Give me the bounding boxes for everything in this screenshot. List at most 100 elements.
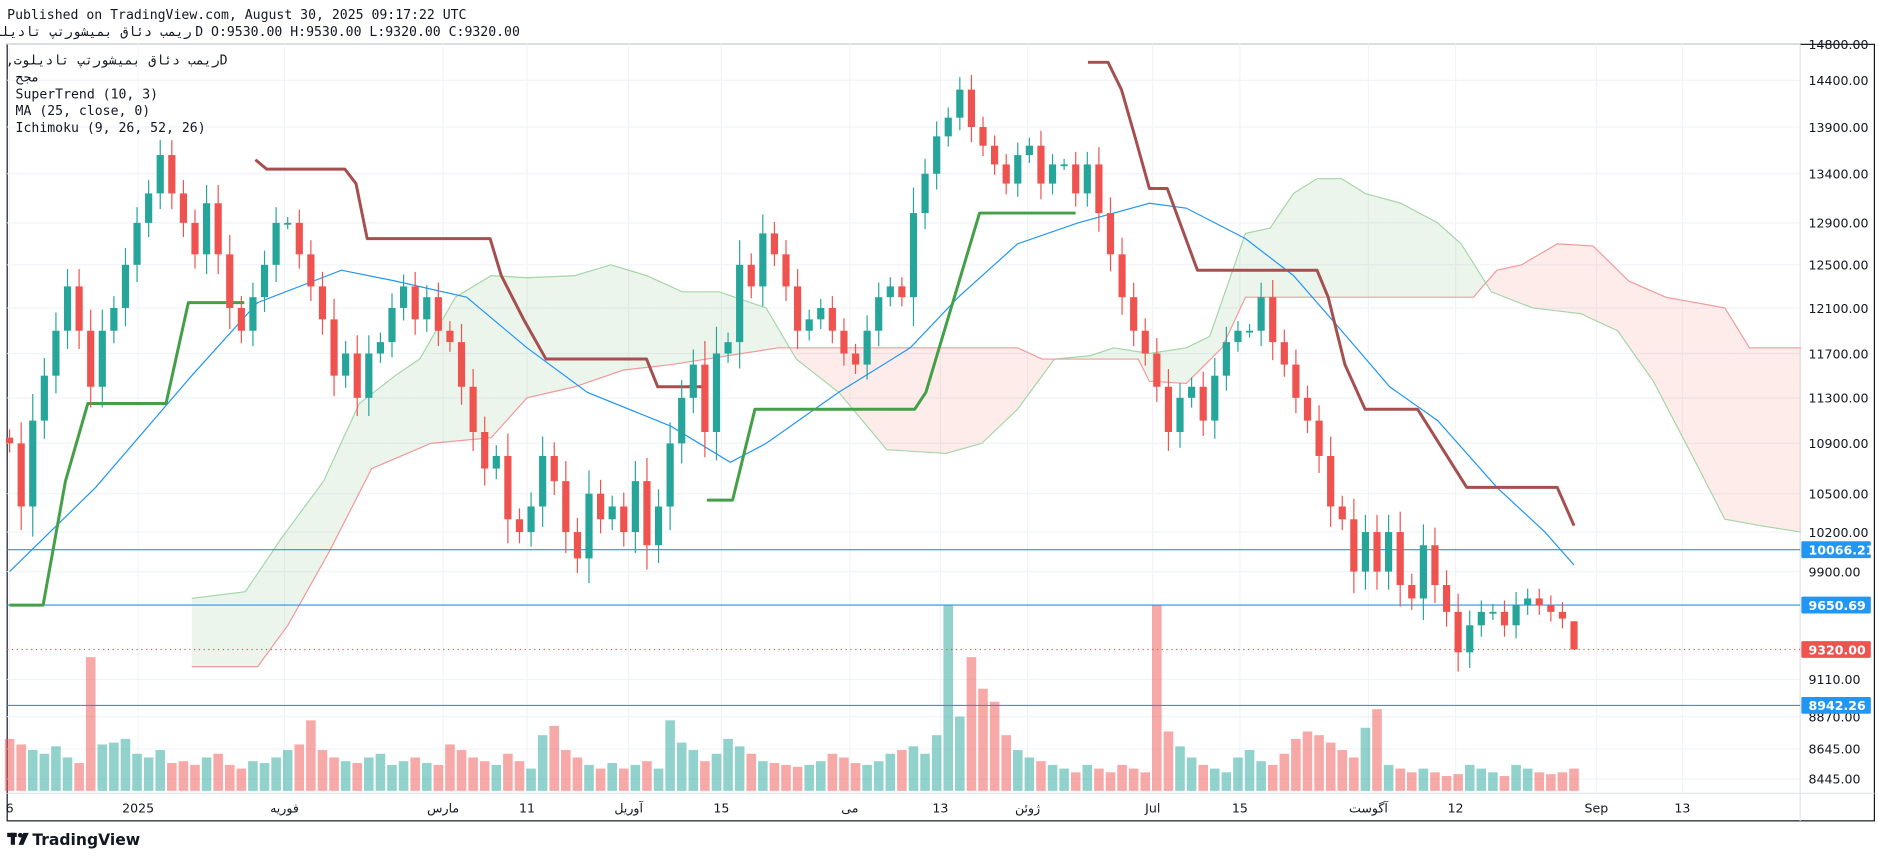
candle[interactable] (1095, 147, 1103, 232)
candle[interactable] (631, 460, 639, 554)
candle[interactable] (1385, 514, 1393, 590)
candle[interactable] (1535, 588, 1543, 615)
candle[interactable] (318, 271, 327, 335)
time-axis[interactable]: 6 2025 فوریه مارس 11 آوریل 15 می 13 ژوئن Jul 15 آگوس… (6, 800, 1691, 816)
candle[interactable] (991, 135, 999, 175)
candle[interactable] (399, 274, 408, 321)
candle[interactable] (1419, 524, 1427, 620)
candle[interactable] (759, 214, 767, 307)
candle[interactable] (75, 269, 83, 349)
candle[interactable] (1454, 593, 1462, 672)
candle[interactable] (29, 393, 37, 537)
candle[interactable] (608, 495, 616, 531)
candle[interactable] (956, 77, 964, 131)
candle[interactable] (1130, 282, 1138, 347)
candle[interactable] (214, 185, 222, 274)
candle[interactable] (701, 340, 709, 458)
candle[interactable] (1002, 154, 1010, 195)
candle[interactable] (469, 369, 477, 451)
candle[interactable] (840, 318, 848, 366)
candle[interactable] (191, 209, 199, 269)
candle[interactable] (179, 180, 188, 238)
candle[interactable] (481, 416, 489, 486)
candle[interactable] (805, 309, 813, 341)
candle[interactable] (342, 340, 350, 388)
candle[interactable] (596, 479, 605, 534)
candle[interactable] (1292, 349, 1300, 414)
candle[interactable] (330, 298, 338, 397)
candle[interactable] (237, 296, 245, 344)
candle[interactable] (1570, 621, 1578, 650)
candle[interactable] (1489, 603, 1497, 620)
candle[interactable] (1188, 377, 1196, 408)
candle[interactable] (272, 207, 280, 283)
candle[interactable] (550, 442, 558, 495)
candle[interactable] (1303, 385, 1312, 434)
candle[interactable] (1164, 369, 1173, 451)
candle[interactable] (1431, 527, 1439, 604)
candle[interactable] (1222, 326, 1230, 391)
candle[interactable] (1442, 570, 1451, 627)
candle[interactable] (724, 332, 732, 363)
candle[interactable] (1083, 151, 1091, 207)
candle[interactable] (63, 269, 72, 349)
candle[interactable] (40, 357, 48, 439)
candle[interactable] (1558, 602, 1567, 629)
candle[interactable] (1350, 498, 1358, 594)
candle[interactable] (643, 457, 651, 570)
candle[interactable] (1106, 197, 1115, 272)
candle[interactable] (944, 107, 952, 147)
candle[interactable] (851, 343, 860, 375)
candle[interactable] (1547, 595, 1555, 622)
candle[interactable] (446, 321, 454, 352)
candle[interactable] (863, 315, 871, 380)
candle[interactable] (886, 277, 894, 307)
candle[interactable] (5, 429, 14, 453)
candle[interactable] (1014, 142, 1022, 197)
candle[interactable] (504, 433, 512, 544)
candle[interactable] (388, 293, 396, 358)
candle[interactable] (1118, 237, 1126, 315)
candle[interactable] (145, 180, 153, 238)
candle[interactable] (1280, 329, 1288, 377)
candle[interactable] (1269, 279, 1277, 361)
candle[interactable] (620, 492, 628, 547)
candle[interactable] (562, 460, 570, 554)
candle[interactable] (515, 508, 524, 544)
candle[interactable] (1466, 610, 1474, 669)
candle[interactable] (747, 253, 755, 299)
candle[interactable] (1037, 130, 1045, 200)
candles[interactable] (5, 74, 1578, 672)
candle[interactable] (921, 158, 929, 230)
candle[interactable] (133, 207, 141, 283)
candle[interactable] (307, 240, 315, 301)
candle[interactable] (573, 517, 582, 573)
candle[interactable] (1524, 588, 1532, 615)
candle[interactable] (1176, 382, 1184, 448)
legend-ma[interactable]: MA (25, close, 0) (16, 104, 151, 119)
candle[interactable] (98, 309, 106, 408)
candle[interactable] (1048, 154, 1057, 195)
candle[interactable] (353, 335, 361, 417)
candle[interactable] (1141, 318, 1149, 366)
candle[interactable] (678, 380, 686, 464)
candle[interactable] (1245, 323, 1254, 338)
candle[interactable] (1234, 321, 1242, 352)
candle[interactable] (817, 298, 825, 330)
candle[interactable] (110, 296, 118, 344)
legend-supertrend[interactable]: SuperTrend (10, 3) (16, 87, 159, 102)
candle[interactable] (666, 422, 674, 531)
candle[interactable] (156, 140, 164, 210)
candle[interactable] (1373, 514, 1381, 590)
candle[interactable] (284, 216, 292, 230)
candle[interactable] (121, 248, 130, 327)
candle[interactable] (1315, 405, 1323, 473)
candle[interactable] (1257, 282, 1265, 347)
candle[interactable] (1211, 357, 1219, 439)
candle[interactable] (202, 185, 211, 274)
candle[interactable] (17, 422, 25, 531)
candle[interactable] (712, 326, 721, 461)
candle[interactable] (411, 271, 419, 335)
candle[interactable] (689, 349, 697, 414)
candle[interactable] (1153, 338, 1161, 402)
